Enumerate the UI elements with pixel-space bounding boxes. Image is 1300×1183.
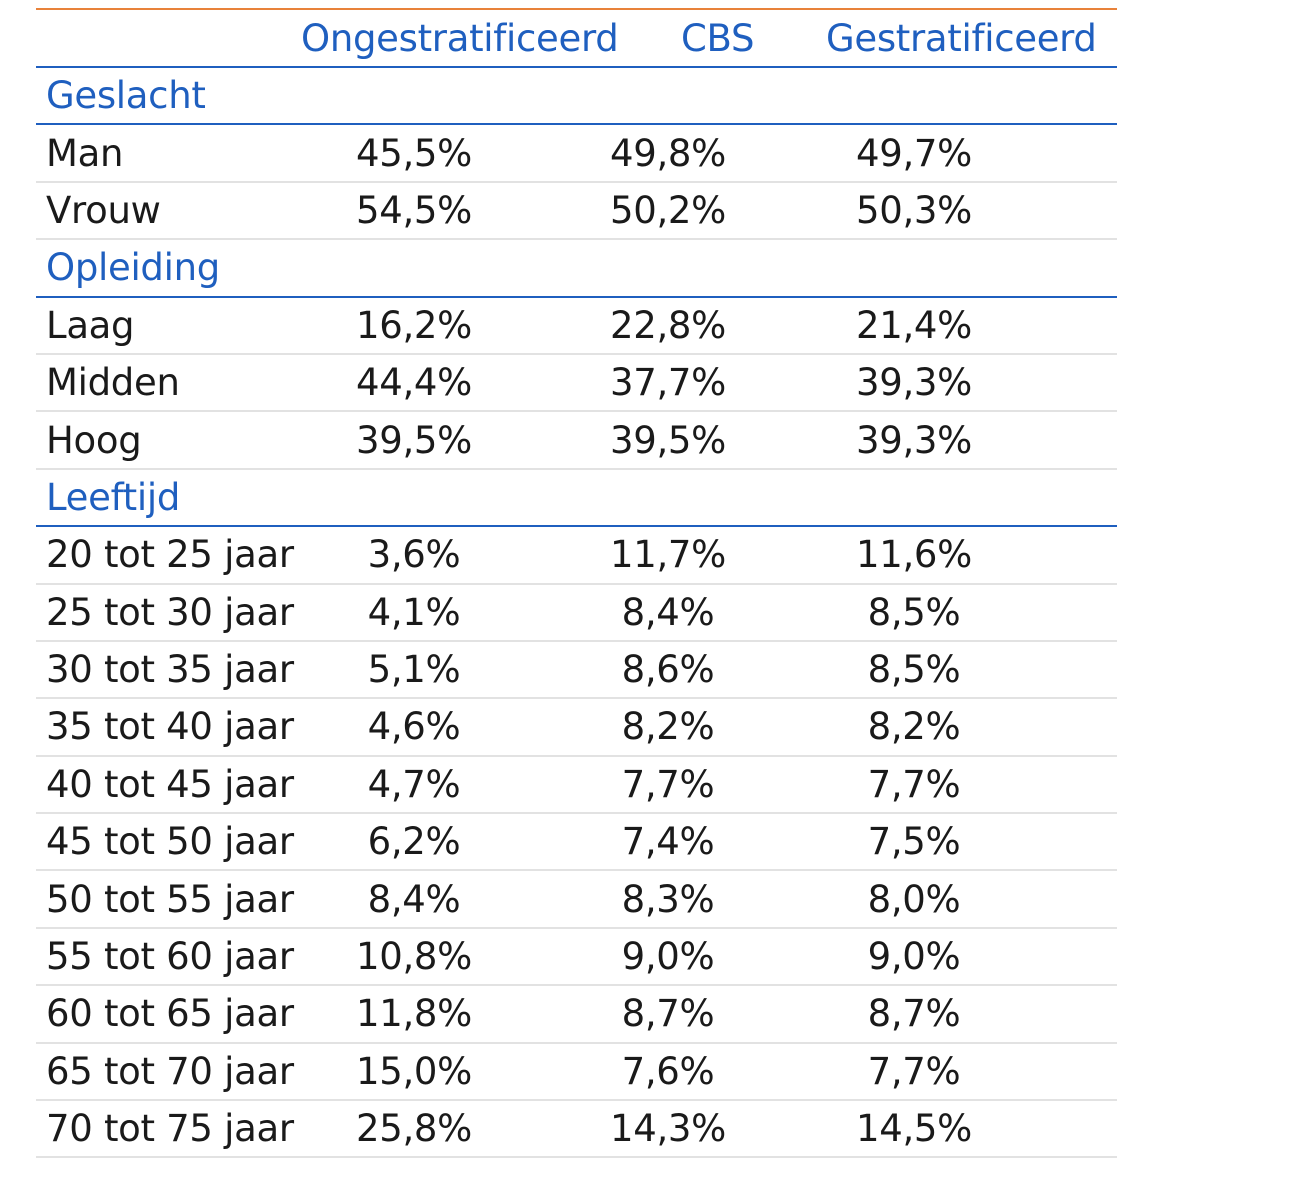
section-title: Geslacht [46, 74, 206, 118]
table-row: 40 tot 45 jaar 4,7% 7,7% 7,7% [36, 757, 1117, 815]
table-cell-value: 7,7% [621, 762, 715, 806]
column-header-cbs: CBS [681, 16, 755, 60]
table-cell-value: 5,1% [367, 648, 461, 692]
table-row: Hoog 39,5% 39,5% 39,3% [36, 412, 1117, 470]
table-row: 25 tot 30 jaar 4,1% 8,4% 8,5% [36, 585, 1117, 642]
table-cell-value: 4,6% [367, 705, 461, 749]
row-label: 60 tot 65 jaar [46, 992, 294, 1036]
table-cell-value: 8,4% [367, 877, 461, 921]
stratification-table: Ongestratificeerd CBS Gestratificeerd Ge… [36, 8, 1117, 1159]
column-header-ongestratificeerd: Ongestratificeerd [301, 16, 619, 60]
table-cell-value: 15,0% [355, 1049, 473, 1093]
table-row: 70 tot 75 jaar 25,8% 14,3% 14,5% [36, 1101, 1117, 1159]
row-label: 40 tot 45 jaar [46, 762, 294, 806]
table-cell-value: 22,8% [609, 303, 727, 347]
row-label: Laag [46, 303, 135, 347]
row-label: 35 tot 40 jaar [46, 705, 294, 749]
row-label: 55 tot 60 jaar [46, 935, 294, 979]
table-cell-value: 39,3% [855, 361, 973, 405]
table-cell-value: 39,5% [609, 418, 727, 462]
table-cell-value: 45,5% [355, 131, 473, 175]
table-row: 35 tot 40 jaar 4,6% 8,2% 8,2% [36, 699, 1117, 757]
table-cell-value: 6,2% [367, 820, 461, 864]
table-cell-value: 7,6% [621, 1049, 715, 1093]
table-row: 55 tot 60 jaar 10,8% 9,0% 9,0% [36, 929, 1117, 987]
table-cell-value: 50,3% [855, 188, 973, 232]
row-label: 30 tot 35 jaar [46, 648, 294, 692]
table-cell-value: 7,7% [867, 762, 961, 806]
table-cell-value: 8,7% [867, 992, 961, 1036]
table-row: 60 tot 65 jaar 11,8% 8,7% 8,7% [36, 986, 1117, 1044]
row-label: Vrouw [46, 188, 161, 232]
table-cell-value: 21,4% [855, 303, 973, 347]
column-header-gestratificeerd: Gestratificeerd [826, 16, 1097, 60]
section-title: Opleiding [46, 246, 220, 290]
table-cell-value: 8,4% [621, 590, 715, 634]
table-cell-value: 8,5% [867, 648, 961, 692]
table-cell-value: 4,7% [367, 762, 461, 806]
table-row: 65 tot 70 jaar 15,0% 7,6% 7,7% [36, 1044, 1117, 1102]
table-row: 50 tot 55 jaar 8,4% 8,3% 8,0% [36, 871, 1117, 929]
section-row: Geslacht [36, 68, 1117, 126]
table-cell-value: 39,5% [355, 418, 473, 462]
table-row: Laag 16,2% 22,8% 21,4% [36, 298, 1117, 355]
table-cell-value: 9,0% [867, 935, 961, 979]
row-label: 25 tot 30 jaar [46, 590, 294, 634]
table-row: Vrouw 54,5% 50,2% 50,3% [36, 183, 1117, 241]
table-cell-value: 3,6% [367, 533, 461, 577]
row-label: 65 tot 70 jaar [46, 1049, 294, 1093]
table-cell-value: 49,8% [609, 131, 727, 175]
table-cell-value: 7,4% [621, 820, 715, 864]
row-label: 20 tot 25 jaar [46, 533, 294, 577]
table-cell-value: 49,7% [855, 131, 973, 175]
section-row: Leeftijd [36, 470, 1117, 528]
table-cell-value: 14,3% [609, 1107, 727, 1151]
table-row: Midden 44,4% 37,7% 39,3% [36, 355, 1117, 413]
table-cell-value: 54,5% [355, 188, 473, 232]
row-label: Hoog [46, 418, 142, 462]
table-cell-value: 16,2% [355, 303, 473, 347]
table-cell-value: 50,2% [609, 188, 727, 232]
table-cell-value: 4,1% [367, 590, 461, 634]
table-cell-value: 25,8% [355, 1107, 473, 1151]
table-row: Man 45,5% 49,8% 49,7% [36, 125, 1117, 183]
table-cell-value: 9,0% [621, 935, 715, 979]
table-row: 20 tot 25 jaar 3,6% 11,7% 11,6% [36, 527, 1117, 585]
row-label: 45 tot 50 jaar [46, 820, 294, 864]
table-cell-value: 39,3% [855, 418, 973, 462]
table-cell-value: 37,7% [609, 361, 727, 405]
table-cell-value: 10,8% [355, 935, 473, 979]
table-cell-value: 8,2% [867, 705, 961, 749]
table-cell-value: 8,7% [621, 992, 715, 1036]
table-cell-value: 8,5% [867, 590, 961, 634]
section-title: Leeftijd [46, 475, 181, 519]
row-label: Midden [46, 361, 180, 405]
table-cell-value: 8,0% [867, 877, 961, 921]
table-cell-value: 7,5% [867, 820, 961, 864]
row-label: 50 tot 55 jaar [46, 877, 294, 921]
table-cell-value: 44,4% [355, 361, 473, 405]
table-cell-value: 11,8% [355, 992, 473, 1036]
table-row: 30 tot 35 jaar 5,1% 8,6% 8,5% [36, 642, 1117, 700]
row-label: Man [46, 131, 124, 175]
row-label: 70 tot 75 jaar [46, 1107, 294, 1151]
table-cell-value: 8,2% [621, 705, 715, 749]
table-cell-value: 7,7% [867, 1049, 961, 1093]
header-row: Ongestratificeerd CBS Gestratificeerd [36, 10, 1117, 68]
top-rule [36, 8, 1117, 10]
table-cell-value: 11,7% [609, 533, 727, 577]
table-row: 45 tot 50 jaar 6,2% 7,4% 7,5% [36, 814, 1117, 872]
table-cell-value: 11,6% [855, 533, 973, 577]
section-row: Opleiding [36, 240, 1117, 298]
table-cell-value: 8,3% [621, 877, 715, 921]
table-body: Geslacht Man 45,5% 49,8% 49,7% Vrouw 54,5% 50,2… [36, 68, 1117, 1159]
table-cell-value: 14,5% [855, 1107, 973, 1151]
table-cell-value: 8,6% [621, 648, 715, 692]
